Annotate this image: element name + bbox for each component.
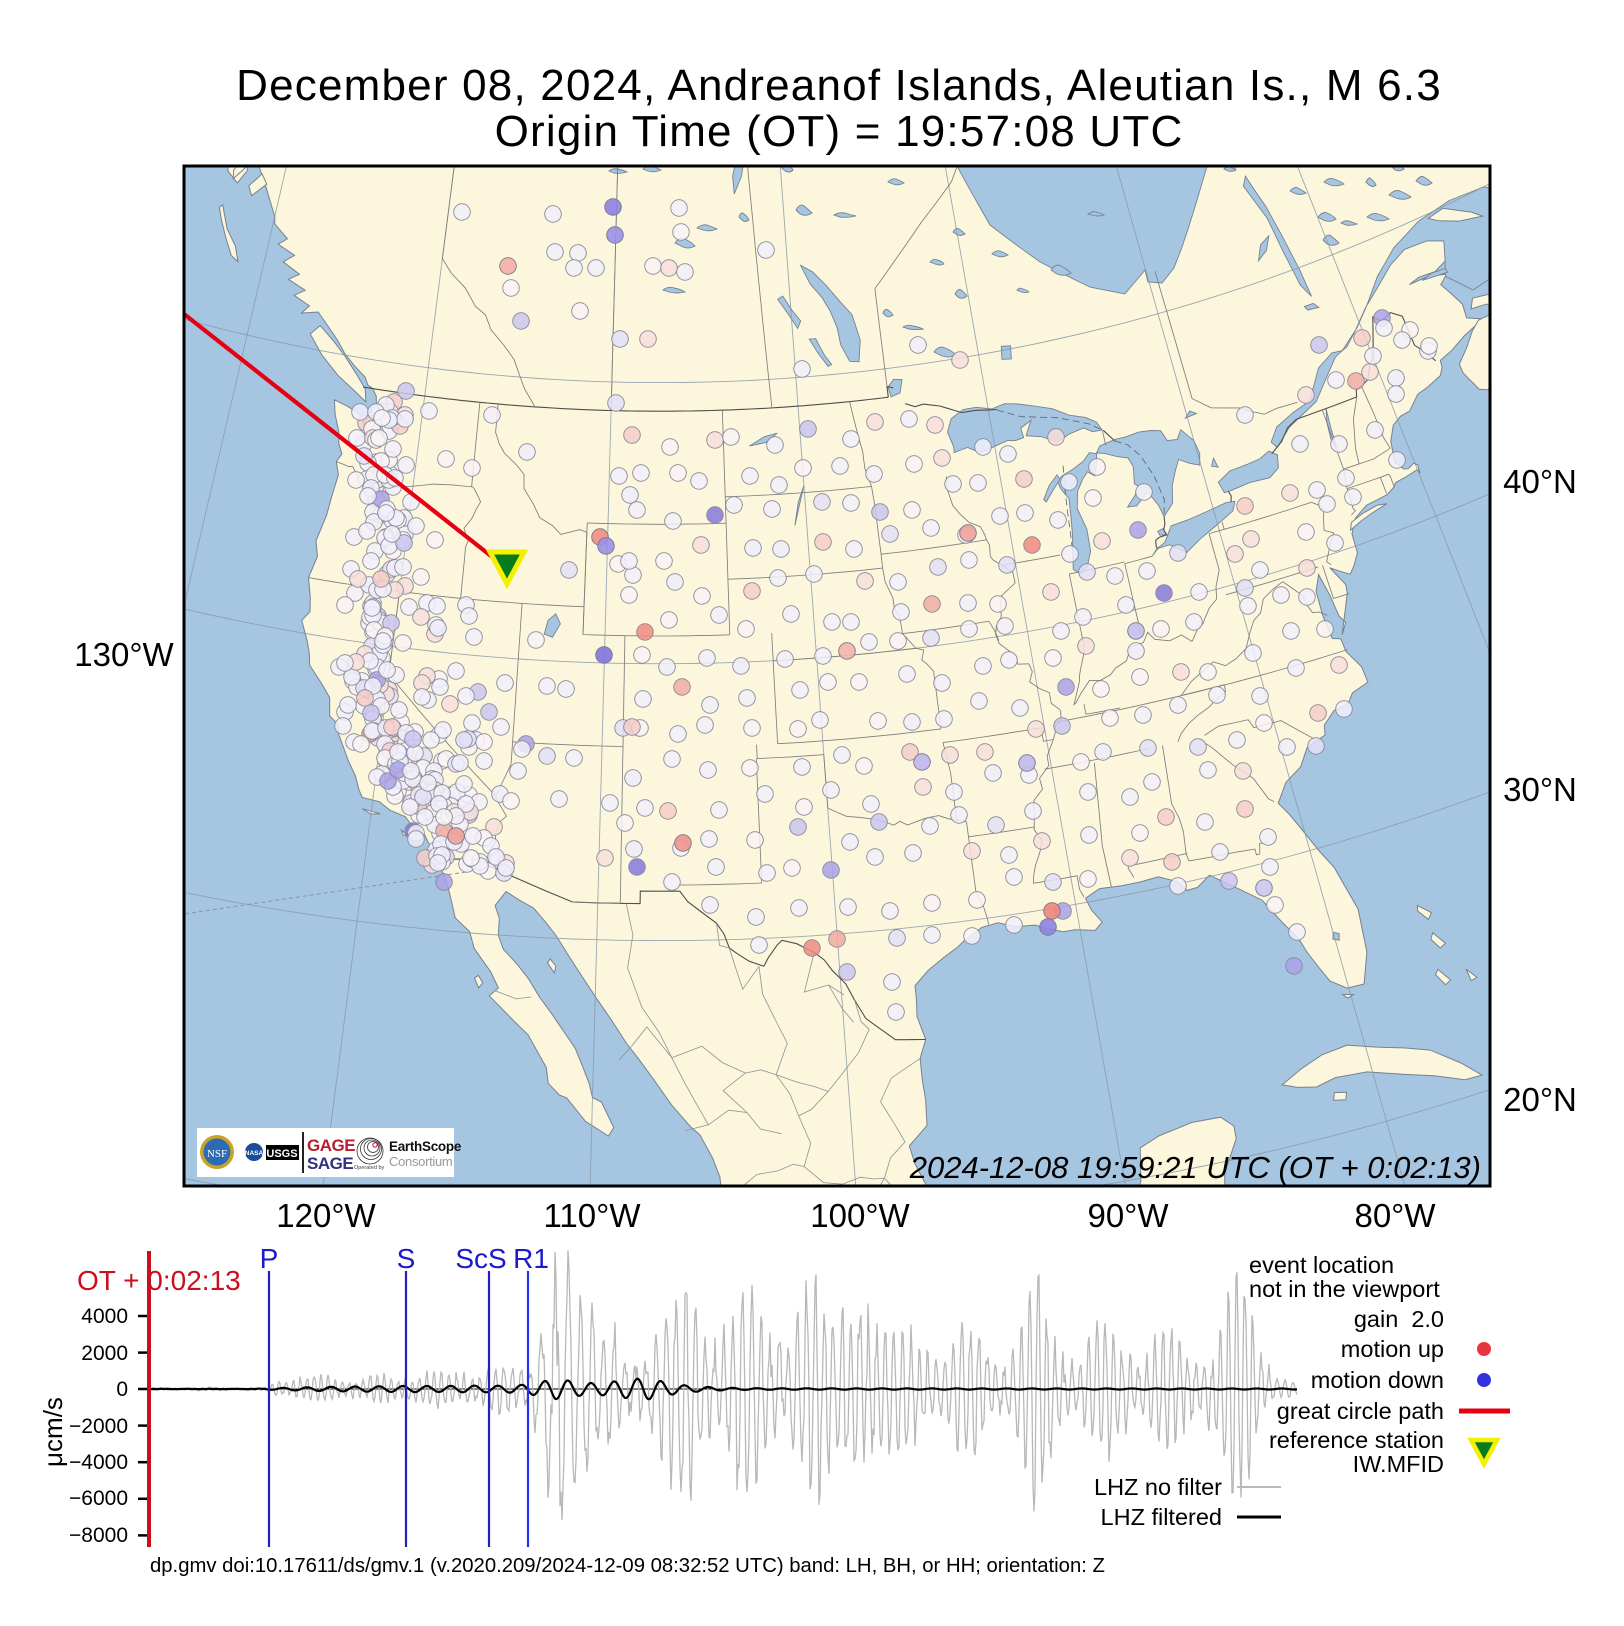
svg-text:110°W: 110°W <box>544 1197 642 1234</box>
svg-text:Operated by: Operated by <box>354 1165 385 1171</box>
svg-text:ScS: ScS <box>455 1243 506 1274</box>
svg-text:great circle path: great circle path <box>1277 1398 1444 1424</box>
svg-text:not in the viewport: not in the viewport <box>1249 1276 1440 1302</box>
svg-text:−4000: −4000 <box>69 1451 128 1474</box>
svg-text:0: 0 <box>116 1378 128 1401</box>
svg-text:NASA: NASA <box>245 1150 264 1157</box>
svg-text:NSF: NSF <box>207 1148 227 1160</box>
svg-text:USGS: USGS <box>266 1148 297 1160</box>
svg-text:P: P <box>260 1243 279 1274</box>
svg-text:IW.MFID: IW.MFID <box>1353 1451 1444 1477</box>
svg-text:4000: 4000 <box>81 1305 128 1328</box>
svg-text:−6000: −6000 <box>69 1487 128 1510</box>
svg-text:40°N: 40°N <box>1503 463 1577 500</box>
svg-text:130°W: 130°W <box>74 636 174 673</box>
svg-text:OT + 0:02:13: OT + 0:02:13 <box>77 1265 241 1296</box>
svg-text:R1: R1 <box>513 1243 549 1274</box>
svg-text:dp.gmv doi:10.17611/ds/gmv.1 (: dp.gmv doi:10.17611/ds/gmv.1 (v.2020.209… <box>150 1555 1105 1577</box>
svg-text:90°W: 90°W <box>1087 1197 1169 1234</box>
svg-text:100°W: 100°W <box>810 1197 910 1234</box>
svg-text:120°W: 120°W <box>276 1197 376 1234</box>
svg-text:reference station: reference station <box>1269 1427 1444 1453</box>
svg-text:2024-12-08 19:59:21 UTC (OT +: 2024-12-08 19:59:21 UTC (OT + 0:02:13) <box>909 1150 1481 1185</box>
svg-text:LHZ filtered: LHZ filtered <box>1101 1504 1222 1530</box>
svg-text:motion down: motion down <box>1311 1367 1444 1393</box>
svg-text:GAGE: GAGE <box>307 1136 355 1155</box>
svg-text:−2000: −2000 <box>69 1415 128 1438</box>
svg-text:2000: 2000 <box>81 1342 128 1365</box>
svg-text:Origin Time (OT) = 19:57:08 UT: Origin Time (OT) = 19:57:08 UTC <box>495 107 1184 156</box>
svg-text:−8000: −8000 <box>69 1524 128 1547</box>
svg-text:S: S <box>397 1243 416 1274</box>
svg-text:December 08, 2024, Andreanof I: December 08, 2024, Andreanof Islands, Al… <box>236 61 1442 110</box>
svg-text:Consortium: Consortium <box>389 1154 452 1169</box>
svg-text:μcm/s: μcm/s <box>38 1397 68 1467</box>
svg-text:gain 2.0: gain 2.0 <box>1354 1306 1444 1332</box>
svg-text:LHZ no filter: LHZ no filter <box>1094 1474 1222 1500</box>
svg-text:20°N: 20°N <box>1503 1081 1577 1118</box>
svg-text:30°N: 30°N <box>1503 771 1577 808</box>
svg-text:event location: event location <box>1249 1252 1394 1278</box>
svg-text:EarthScope: EarthScope <box>389 1139 462 1154</box>
svg-text:SAGE: SAGE <box>307 1154 353 1173</box>
svg-text:80°W: 80°W <box>1354 1197 1436 1234</box>
svg-text:motion up: motion up <box>1341 1336 1444 1362</box>
